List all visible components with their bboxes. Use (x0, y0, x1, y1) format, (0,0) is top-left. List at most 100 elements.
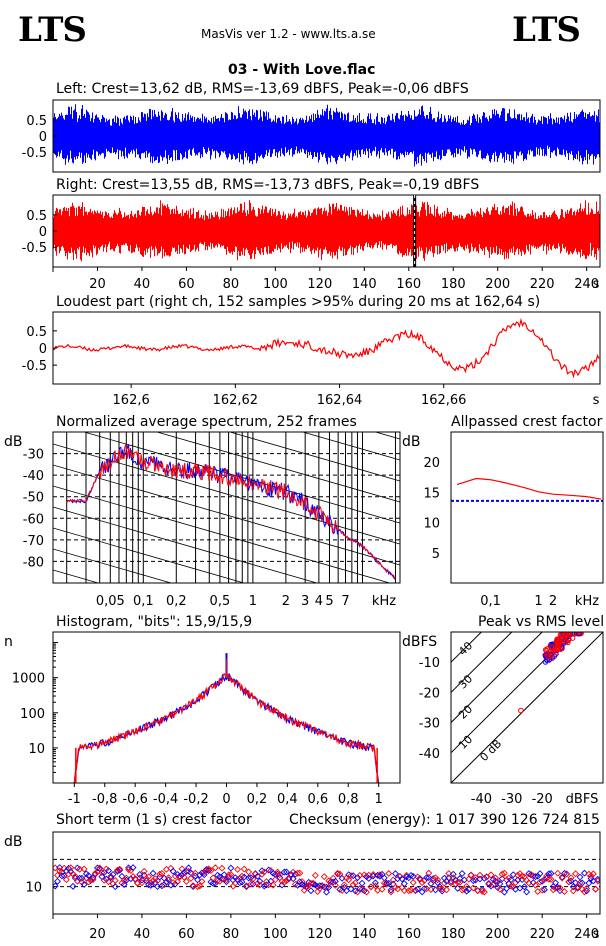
short-crest-point (109, 870, 117, 878)
short-crest-point (176, 873, 184, 881)
spectrum-xtick: 5 (325, 594, 333, 609)
short-crest-point (494, 878, 502, 886)
peak-rms-diagonal (451, 632, 543, 723)
peak-rms-point (551, 647, 558, 653)
short-crest-point (242, 883, 250, 891)
short-crest-point (469, 884, 477, 892)
short-crest-point (418, 879, 426, 887)
short-crest-point (174, 870, 181, 878)
short-crest-point (289, 868, 297, 876)
histogram-xtick: 0 (222, 792, 230, 807)
time-tick-label: 140 (352, 277, 377, 292)
short-crest-point (196, 871, 204, 879)
short-crest-point (178, 871, 186, 879)
time-tick-label: 20 (89, 277, 106, 292)
short-crest-point (125, 864, 133, 872)
peak-rms-point (563, 638, 570, 644)
short-crest-point (254, 880, 262, 888)
short-crest-xtick: 140 (352, 927, 377, 942)
peak-rms-point (557, 638, 564, 644)
short-crest-point (438, 885, 446, 893)
short-crest-point (400, 887, 408, 895)
short-crest-point (487, 871, 495, 879)
short-crest-point (529, 879, 537, 887)
crest-allpass-ytick: 20 (423, 456, 440, 471)
peak-rms-diag-label: 0 dB (477, 737, 504, 764)
short-crest-point (443, 886, 451, 894)
short-crest-point (532, 881, 539, 889)
spectrum-diag (53, 443, 400, 545)
short-crest-point (478, 885, 486, 893)
track-title: 03 - With Love.flac (228, 62, 376, 78)
short-crest-point (518, 876, 526, 884)
short-crest-point (138, 879, 146, 887)
short-crest-point (251, 870, 259, 878)
short-crest-point (307, 887, 315, 895)
short-crest-point (85, 872, 93, 880)
peak-rms-point (546, 657, 553, 663)
short-crest-point (278, 881, 286, 889)
spectrum-xunit: kHz (372, 594, 396, 609)
short-crest-point (480, 874, 488, 882)
short-crest-point (400, 880, 408, 888)
peak-rms-point (554, 641, 561, 647)
short-crest-point (512, 879, 519, 887)
short-crest-point (240, 873, 248, 881)
short-crest-point (440, 879, 448, 887)
peak-rms-point (554, 637, 560, 643)
short-crest-point (445, 870, 453, 878)
short-crest-point (267, 867, 275, 874)
short-crest-xtick: 220 (530, 927, 555, 942)
short-crest-point (347, 885, 355, 893)
short-crest-point (378, 885, 386, 893)
short-crest-point (240, 865, 248, 873)
spectrum-diag (53, 485, 392, 583)
histogram-xtick: 0,4 (277, 792, 298, 807)
time-tick-label: 40 (134, 277, 151, 292)
peak-rms-diagonal (451, 632, 513, 693)
loudest-ytick: 0 (39, 342, 47, 357)
logo-right: LTS (512, 10, 581, 50)
short-crest-point (523, 876, 531, 884)
peak-rms-xtick: -30 (501, 792, 522, 807)
short-crest-point (218, 864, 226, 872)
short-crest-point (363, 888, 370, 896)
short-crest-point (396, 873, 404, 881)
peak-rms-point (569, 635, 576, 641)
short-crest-point (500, 869, 508, 877)
short-crest-point (53, 871, 61, 879)
short-crest-point (69, 882, 77, 890)
short-crest-xtick: 120 (307, 927, 332, 942)
short-crest-point (134, 879, 141, 887)
loudest-part-title: Loudest part (right ch, 152 samples >95%… (56, 294, 541, 310)
short-crest-point (207, 867, 215, 874)
short-crest-point (527, 870, 535, 878)
short-crest-xtick: 240 (574, 927, 599, 942)
short-crest-point (369, 870, 377, 878)
short-crest-point (387, 886, 395, 894)
peak-rms-point (557, 632, 564, 638)
short-crest-point (516, 870, 524, 878)
short-crest-point (298, 878, 306, 886)
peak-rms-point (548, 644, 555, 650)
short-crest-point (303, 883, 310, 890)
right-waveform-title: Right: Crest=13,55 dB, RMS=-13,73 dBFS, … (56, 177, 480, 193)
short-crest-point (158, 870, 166, 877)
short-crest-point (147, 879, 155, 887)
spectrum-ytick: -40 (23, 469, 44, 484)
short-crest-ylabel: dB (4, 834, 23, 850)
short-crest-point (520, 883, 528, 891)
crest-allpass-ytick: 15 (423, 486, 440, 501)
left-ytick: 0.5 (26, 114, 47, 129)
peak-rms-title: Peak vs RMS level (478, 614, 605, 630)
peak-rms-ytick: -10 (419, 656, 440, 671)
short-crest-point (476, 875, 484, 883)
short-crest-point (78, 874, 86, 882)
short-crest-point (351, 879, 359, 887)
time-tick-label: 160 (396, 277, 421, 292)
short-crest-point (149, 877, 157, 884)
short-crest-point (89, 876, 97, 884)
short-crest-point (149, 869, 157, 877)
histogram-xtick: -0,6 (122, 792, 147, 807)
short-crest-point (436, 883, 444, 891)
